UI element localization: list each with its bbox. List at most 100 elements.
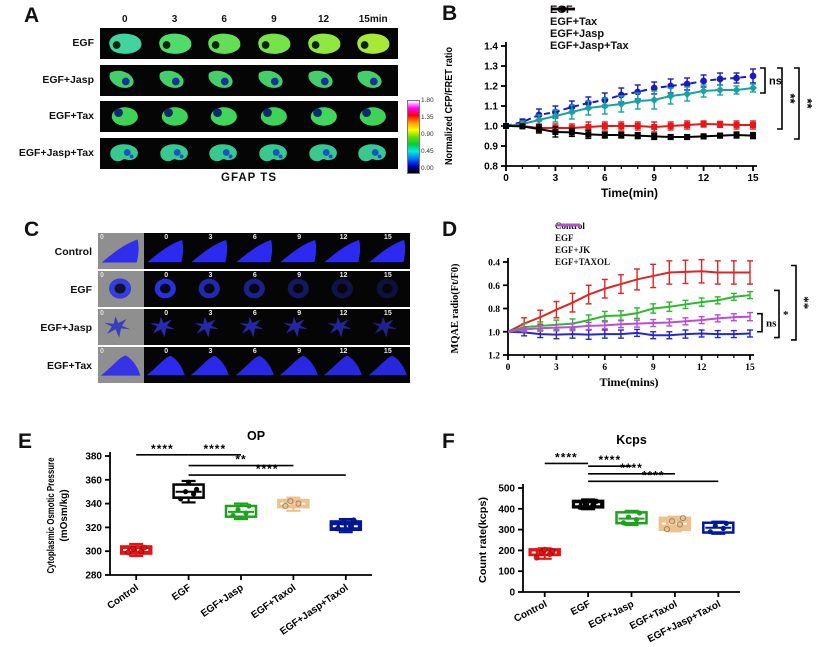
cell-blob <box>376 278 398 299</box>
cell-blob <box>159 144 188 162</box>
cell-blob <box>258 70 283 88</box>
legend-label: EGF+Jasp+Tax <box>550 40 629 52</box>
cell-image-frame <box>199 101 249 132</box>
panel-a-image-strip <box>100 101 398 132</box>
cell-image-frame: 15 <box>366 347 410 383</box>
series-egf-jk <box>507 290 753 333</box>
time-label: 0 <box>122 14 128 25</box>
cell-image-frame: 9 <box>277 233 321 269</box>
svg-text:0.6: 0.6 <box>488 282 500 292</box>
panel-a-image-strip <box>100 28 398 59</box>
svg-text:320: 320 <box>85 523 102 534</box>
significance-bracket: * <box>774 289 789 339</box>
legend-item: EGF+Jasp+Tax <box>550 5 629 52</box>
significance-bracket: ** <box>794 67 815 140</box>
legend-item: EGF+JK <box>555 223 610 256</box>
colorbar <box>407 100 420 174</box>
frame-time-label: 12 <box>339 272 348 279</box>
colorbar-label: 1.35 <box>421 114 434 121</box>
frame-time-label: 12 <box>339 348 348 355</box>
chart-title: OP <box>247 429 265 443</box>
svg-text:**: ** <box>783 93 798 104</box>
cell-blob <box>109 33 142 54</box>
cell-image-frame: 12 <box>321 347 365 383</box>
cell-blob <box>161 107 188 126</box>
cell-image-frame: 12 <box>321 233 365 269</box>
svg-text:1.3: 1.3 <box>484 62 498 73</box>
cell-image-frame <box>299 101 349 132</box>
x-axis-label: Time(mins) <box>599 375 658 389</box>
svg-text:0: 0 <box>506 363 511 373</box>
cell-blob <box>308 70 333 88</box>
y-axis-ticks: 280 300 320 340 360 380 <box>85 452 110 582</box>
svg-text:*: * <box>783 309 789 321</box>
svg-text:6: 6 <box>602 363 607 373</box>
cell-image-frame <box>299 65 349 96</box>
panel-B: B 0 3 6 9 12 15 1.4 1.3 1.2 1.1 1.0 0.9 0.8 ns ** ** Tim… <box>428 2 824 210</box>
box-egf-taxol <box>277 496 310 512</box>
panel-a-row-label: EGF+Jasp+Tax <box>18 147 94 159</box>
time-label: 9 <box>271 14 277 25</box>
box-egf-jasp-taxol <box>702 520 735 535</box>
cell-image-frame <box>100 101 150 132</box>
legend-swatch <box>551 5 575 13</box>
frame-time-label: 15 <box>383 272 392 279</box>
x-axis-ticks: 0 3 6 9 12 15 <box>506 355 755 373</box>
category-label: EGF+Taxol <box>249 582 298 621</box>
y-axis-ticks: 0 100 200 300 400 500 <box>498 484 523 599</box>
panel-b-label: B <box>442 2 458 25</box>
frame-time-label: 9 <box>297 234 302 241</box>
cell-blob <box>191 239 228 263</box>
category-label: EGF+Jasp <box>587 599 636 631</box>
frame-time-label: 0 <box>164 234 169 241</box>
panel-c-image-strip: 0 0 3 6 9 12 15 <box>98 271 410 307</box>
legend-label: EGF+JK <box>555 245 591 255</box>
cell-blob <box>211 107 238 126</box>
time-label: 3 <box>171 14 178 25</box>
cell-image-frame <box>150 28 200 59</box>
svg-text:3: 3 <box>554 363 559 373</box>
svg-text:0: 0 <box>503 173 509 184</box>
significance-bracket: ** <box>791 264 812 341</box>
panel-e-label: E <box>18 430 33 453</box>
cell-blob <box>158 33 192 54</box>
cell-blob <box>327 316 353 338</box>
cell-blob <box>357 33 390 54</box>
frame-time-label: 3 <box>208 234 213 241</box>
frame-time-label: 0 <box>100 310 104 317</box>
category-label: EGF <box>170 582 193 603</box>
cell-image-frame <box>150 138 200 169</box>
svg-text:1.0: 1.0 <box>484 122 498 133</box>
svg-text:ns: ns <box>766 318 777 330</box>
legend-swatch <box>556 223 580 227</box>
panel-A: A 0 3 6 9 12 15min EGF EGF+Jasp EGF+Tax EGF+Jasp… <box>8 4 440 208</box>
box-egf-jasp <box>615 509 648 527</box>
cell-blob <box>235 355 274 376</box>
significance-bar: **** <box>188 442 241 456</box>
colorbar-label: 0.45 <box>421 148 434 155</box>
legend-label: EGF <box>555 233 574 243</box>
cell-image-frame: 0 <box>144 347 188 383</box>
cell-blob <box>368 355 407 376</box>
cell-blob <box>358 144 387 162</box>
panel-a-row-label: EGF+Jasp <box>42 74 94 86</box>
y-axis-ticks: 1.4 1.3 1.2 1.1 1.0 0.9 0.8 <box>484 42 506 173</box>
panel-a-row-label: EGF <box>72 37 94 49</box>
frame-time-label: 3 <box>208 348 213 355</box>
panel-d-chart: 0 3 6 9 12 150.40.60.81.01.2ns***Time(mins)MQ… <box>450 258 812 389</box>
cell-blob <box>194 316 220 338</box>
box-egf-jasp-taxol <box>329 517 363 534</box>
panel-b-chart: 0 3 6 9 12 151.41.31.21.11.00.90.8ns** **Time(… <box>443 42 815 201</box>
cell-image-frame <box>299 138 349 169</box>
cell-blob <box>308 144 337 162</box>
svg-text:1.2: 1.2 <box>488 352 500 362</box>
panel-a-time-header: 0 3 6 9 12 15min <box>100 14 398 25</box>
chart-title: Kcps <box>616 433 647 447</box>
cell-blob <box>109 70 134 88</box>
panel-f-label: F <box>442 430 455 453</box>
cell-blob <box>371 316 397 338</box>
cell-blob <box>360 107 387 126</box>
